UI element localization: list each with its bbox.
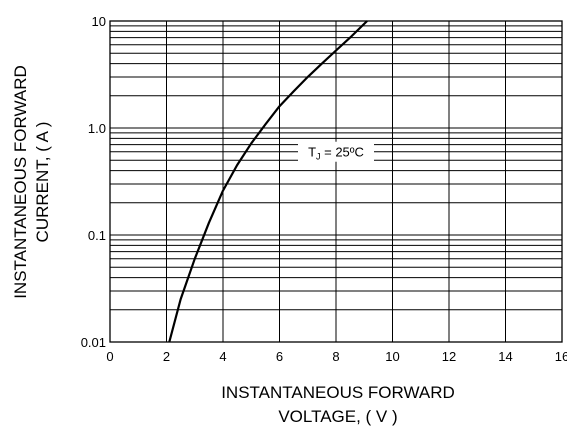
y-tick-label: 0.01 xyxy=(81,335,106,350)
y-tick-label: 0.1 xyxy=(88,228,106,243)
annotation-main: T xyxy=(308,145,316,160)
x-tick-labels: 0 2 4 6 8 10 12 14 16 xyxy=(106,349,567,364)
annotation-label: TJ = 25ºC xyxy=(308,145,364,162)
y-axis-label: INSTANTANEOUS FORWARD CURRENT, ( A ) xyxy=(11,65,52,299)
x-tick-label: 2 xyxy=(163,349,170,364)
x-axis-label-line-2: VOLTAGE, ( V ) xyxy=(278,407,397,426)
y-tick-label: 1.0 xyxy=(88,121,106,136)
y-tick-labels: 0.01 0.1 1.0 10 xyxy=(81,14,106,350)
x-tick-label: 14 xyxy=(498,349,512,364)
x-tick-label: 8 xyxy=(332,349,339,364)
series-group xyxy=(168,20,368,343)
x-axis-label-line-1: INSTANTANEOUS FORWARD xyxy=(221,383,455,402)
grid-lines xyxy=(109,20,563,343)
x-tick-label: 16 xyxy=(555,349,567,364)
x-tick-label: 12 xyxy=(442,349,456,364)
plot-border xyxy=(109,20,563,343)
plot-frame xyxy=(109,20,563,343)
series-line xyxy=(168,20,368,343)
y-tick-label: 10 xyxy=(92,14,106,29)
annotation-tail: = 25ºC xyxy=(321,145,364,160)
x-tick-label: 10 xyxy=(385,349,399,364)
y-axis-label-line-1: INSTANTANEOUS FORWARD xyxy=(11,65,30,299)
annotation-subscript: J xyxy=(316,152,321,162)
x-tick-label: 0 xyxy=(106,349,113,364)
x-axis-label: INSTANTANEOUS FORWARD VOLTAGE, ( V ) xyxy=(221,383,455,426)
y-axis-label-line-2: CURRENT, ( A ) xyxy=(33,122,52,243)
annotation-group: TJ = 25ºC xyxy=(298,141,374,162)
x-tick-label: 6 xyxy=(276,349,283,364)
x-tick-label: 4 xyxy=(219,349,226,364)
annotation-background xyxy=(298,141,374,162)
